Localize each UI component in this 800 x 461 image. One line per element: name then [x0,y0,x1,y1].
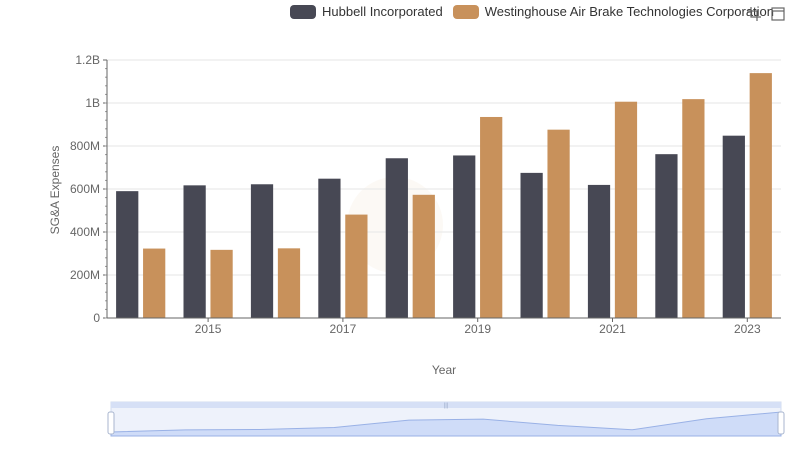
legend-label-hubbell: Hubbell Incorporated [322,4,443,19]
restore-icon[interactable] [770,6,786,22]
y-tick-label: 0 [93,311,100,325]
y-tick-label: 400M [70,225,100,239]
bar-hubbell[interactable] [183,185,206,318]
bar-hubbell[interactable] [250,184,274,318]
legend-item-hubbell[interactable]: Hubbell Incorporated [290,4,443,19]
y-tick-label: 800M [70,139,100,153]
bar-wabtec[interactable] [614,101,638,319]
y-tick-label: 600M [70,182,100,196]
legend-label-wabtec: Westinghouse Air Brake Technologies Corp… [484,4,775,19]
y-tick-label: 1B [85,96,100,110]
zoom-icon[interactable] [746,6,762,22]
bar-wabtec[interactable] [143,248,166,318]
y-tick-label: 200M [70,268,100,282]
legend-swatch-hubbell [290,4,316,19]
bar-wabtec[interactable] [682,99,705,318]
bars [116,73,772,319]
data-zoom-slider[interactable]: ||| [107,401,785,437]
slider-top-bar[interactable] [111,402,781,408]
bar-hubbell[interactable] [587,184,611,318]
y-axis-title: SG&A Expenses [48,146,62,235]
x-tick-label: 2021 [599,322,626,336]
y-tick-label: 1.2B [75,53,100,67]
bar-hubbell[interactable] [722,135,745,318]
axes: 0 200M 400M 600M 800M 1B 1.2B 2015 2017 2019 2021 2… [70,53,781,336]
bar-hubbell[interactable] [116,191,139,318]
bar-wabtec[interactable] [277,248,301,318]
bar-hubbell[interactable] [520,172,543,318]
grid-lines [107,59,781,276]
bar-hubbell[interactable] [655,154,678,318]
toolbox [746,6,786,22]
bar-hubbell[interactable] [318,178,341,318]
slider-grip-icon[interactable]: ||| [444,403,449,409]
bar-wabtec[interactable] [547,129,570,318]
legend-swatch-wabtec [452,4,479,19]
bar-wabtec[interactable] [480,116,503,318]
bar-hubbell[interactable] [385,158,408,318]
slider-handle-left[interactable] [107,411,115,435]
x-tick-label: 2015 [195,322,222,336]
x-tick-label: 2019 [464,322,491,336]
bar-hubbell[interactable] [453,155,476,318]
x-tick-label: 2017 [330,322,357,336]
bar-wabtec[interactable] [345,214,368,318]
legend-item-wabtec[interactable]: Westinghouse Air Brake Technologies Corp… [452,4,775,19]
bar-wabtec[interactable] [210,249,233,318]
slider-handle-right[interactable] [777,411,785,435]
bar-wabtec[interactable] [749,73,772,319]
x-tick-label: 2023 [734,322,761,336]
bar-wabtec[interactable] [412,194,435,318]
x-axis-title: Year [432,363,456,377]
legend: Hubbell Incorporated Westinghouse Air Br… [290,4,774,19]
